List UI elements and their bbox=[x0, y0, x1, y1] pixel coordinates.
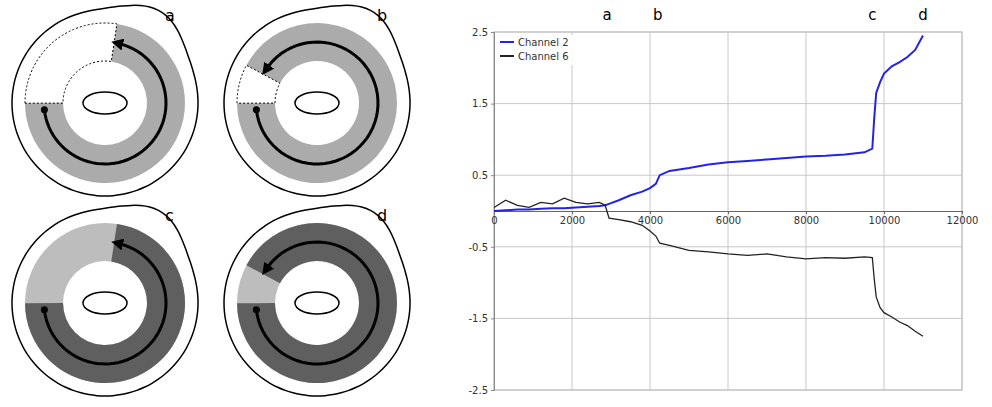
annotation: a bbox=[602, 6, 611, 24]
x-tick-mark bbox=[572, 211, 573, 214]
annotation: d bbox=[918, 6, 928, 24]
heart-outline bbox=[224, 5, 410, 196]
x-tick-label: 2000 bbox=[560, 215, 585, 226]
activation-arrow bbox=[256, 242, 378, 364]
arrow-start bbox=[253, 306, 260, 313]
x-tick-label: 8000 bbox=[794, 215, 819, 226]
legend-swatch bbox=[500, 41, 514, 43]
y-tick: 0.5 bbox=[472, 170, 494, 181]
x-axis-line bbox=[495, 212, 963, 215]
line-chart: -2.5 -1.5 -0.5 0.5 1.5 2.5 0 2000 4000 6000 8000 10… bbox=[468, 6, 978, 396]
x-tick-mark bbox=[884, 211, 885, 214]
heart-panel: d bbox=[224, 205, 410, 396]
x-tick-label: 10000 bbox=[869, 215, 901, 226]
legend-item: Channel 2 bbox=[500, 37, 569, 48]
canvas: a b c d -2.5 -1.5 -0.5 0.5 1.5 2.5 0 2000 4000 6000 80… bbox=[0, 0, 992, 407]
heart-outline bbox=[224, 205, 410, 396]
heart-panel: b bbox=[224, 5, 410, 196]
activation-arrow bbox=[256, 42, 378, 164]
arrow-start bbox=[41, 306, 48, 313]
x-tick: 2000 bbox=[560, 211, 585, 226]
y-tick-label: -1.5 bbox=[468, 313, 488, 324]
x-tick: 6000 bbox=[716, 211, 741, 226]
y-tick: 1.5 bbox=[472, 98, 494, 109]
y-tick-label: 2.5 bbox=[472, 27, 488, 38]
grid bbox=[494, 32, 962, 390]
band-light bbox=[25, 223, 185, 383]
x-tick-label: 4000 bbox=[638, 215, 663, 226]
y-tick: -2.5 bbox=[468, 385, 494, 396]
annotation: b bbox=[653, 6, 663, 24]
band-light bbox=[237, 223, 397, 383]
y-tick: -0.5 bbox=[468, 242, 494, 253]
arrow-start bbox=[41, 106, 48, 113]
y-tick: 2.5 bbox=[472, 27, 494, 38]
x-tick-mark bbox=[962, 211, 963, 214]
x-tick: 8000 bbox=[794, 211, 819, 226]
y-tick-mark bbox=[491, 175, 494, 176]
y-tick-mark bbox=[491, 247, 494, 248]
x-axis: 0 2000 4000 6000 8000 10000 12000 bbox=[491, 211, 978, 226]
valve bbox=[83, 92, 127, 114]
legend: Channel 2 Channel 6 bbox=[497, 35, 579, 65]
x-tick: 0 bbox=[491, 211, 497, 226]
band-pending bbox=[237, 65, 280, 103]
y-axis: -2.5 -1.5 -0.5 0.5 1.5 2.5 bbox=[468, 27, 494, 396]
x-tick-label: 12000 bbox=[947, 215, 979, 226]
panel-label: d bbox=[377, 206, 387, 225]
panel-label: c bbox=[165, 206, 174, 225]
x-tick-mark bbox=[806, 211, 807, 214]
legend-label: Channel 6 bbox=[518, 51, 569, 62]
y-tick-mark bbox=[491, 32, 494, 33]
series-line bbox=[494, 198, 923, 336]
band-light bbox=[237, 23, 397, 183]
y-tick-mark bbox=[491, 104, 494, 105]
y-tick-label: 0.5 bbox=[472, 170, 488, 181]
plot-frame bbox=[494, 32, 962, 390]
heart-panel: a bbox=[12, 5, 198, 196]
y-tick-label: -0.5 bbox=[468, 242, 488, 253]
y-tick-mark bbox=[491, 390, 494, 391]
arrow-start bbox=[253, 106, 260, 113]
panel-label: a bbox=[165, 6, 175, 25]
legend-background bbox=[497, 35, 579, 65]
annotation: c bbox=[868, 6, 876, 24]
x-tick-label: 6000 bbox=[716, 215, 741, 226]
x-tick-mark bbox=[650, 211, 651, 214]
x-tick-mark bbox=[728, 211, 729, 214]
x-tick: 10000 bbox=[869, 211, 901, 226]
legend-item: Channel 6 bbox=[500, 51, 569, 62]
heart-outline bbox=[12, 5, 198, 196]
y-tick-label: 1.5 bbox=[472, 98, 488, 109]
valve bbox=[83, 292, 127, 314]
band-dark bbox=[237, 223, 397, 383]
activation-arrow bbox=[44, 43, 166, 164]
y-tick: -1.5 bbox=[468, 313, 494, 324]
band-light bbox=[25, 24, 185, 183]
y-tick-label: -2.5 bbox=[468, 385, 488, 396]
series-line bbox=[494, 36, 923, 211]
y-axis-line bbox=[491, 33, 495, 391]
x-tick: 4000 bbox=[638, 211, 663, 226]
legend-swatch bbox=[500, 55, 514, 57]
y-tick-mark bbox=[491, 318, 494, 319]
x-tick: 12000 bbox=[947, 211, 979, 226]
series-lines bbox=[494, 36, 923, 337]
legend-label: Channel 2 bbox=[518, 37, 569, 48]
activation-arrow bbox=[44, 243, 166, 364]
heart-panel: c bbox=[12, 205, 198, 396]
valve bbox=[295, 92, 339, 114]
band-pending bbox=[25, 23, 117, 103]
x-tick-label: 0 bbox=[491, 215, 497, 226]
valve bbox=[295, 292, 339, 314]
panel-label: b bbox=[377, 6, 387, 25]
heart-outline bbox=[12, 205, 198, 396]
band-dark bbox=[25, 224, 185, 383]
